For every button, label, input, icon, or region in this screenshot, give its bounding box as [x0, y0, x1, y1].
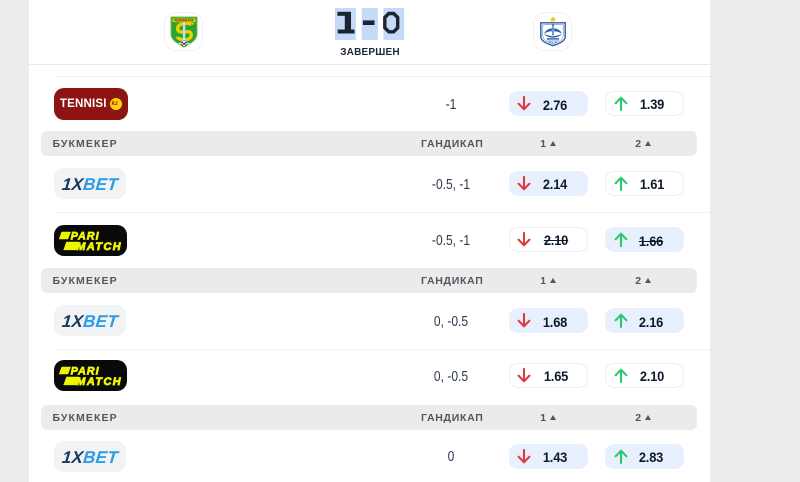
svg-text:MATCH: MATCH: [76, 241, 122, 253]
svg-text:PARI: PARI: [71, 365, 100, 377]
svg-text:PARI: PARI: [71, 230, 100, 242]
svg-text:PERSEBAYA: PERSEBAYA: [174, 18, 194, 22]
svg-text:P S I S: P S I S: [548, 40, 556, 44]
svg-text:MATCH: MATCH: [76, 376, 122, 388]
